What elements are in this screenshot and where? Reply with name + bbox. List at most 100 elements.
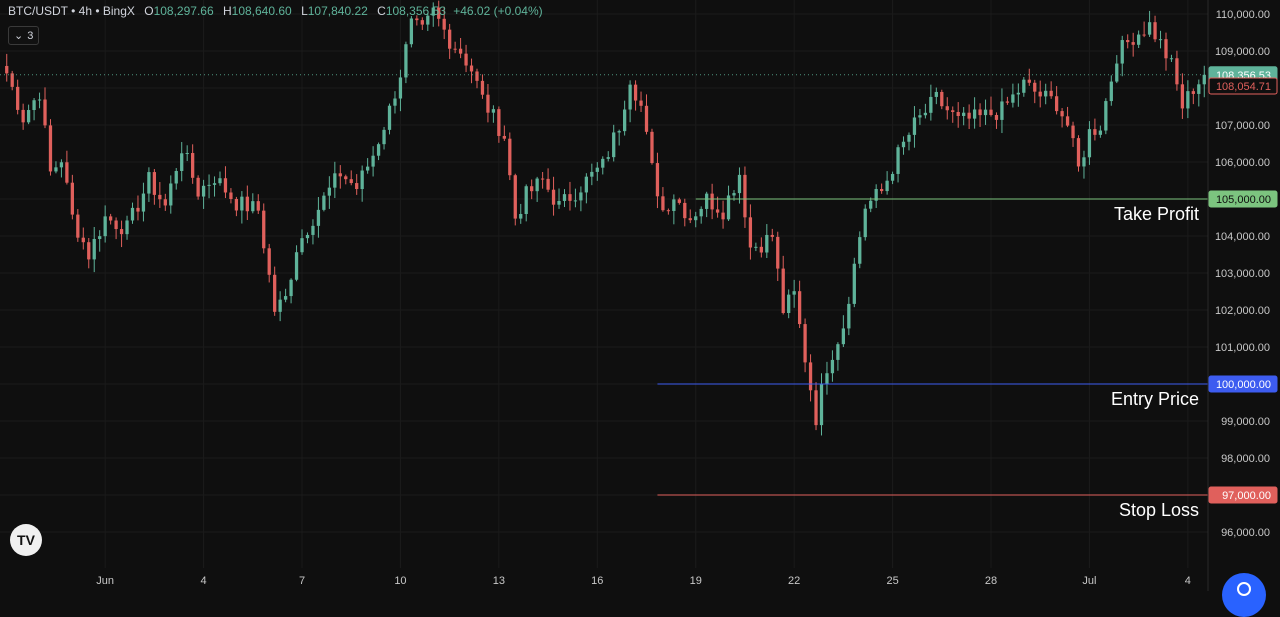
candle-body[interactable] — [10, 73, 14, 87]
candle-body[interactable] — [300, 238, 304, 253]
candle-body[interactable] — [327, 187, 331, 196]
candle-body[interactable] — [316, 209, 321, 226]
candle-body[interactable] — [929, 96, 933, 113]
candle-body[interactable] — [409, 18, 414, 45]
candle-body[interactable] — [1153, 22, 1157, 40]
candle-body[interactable] — [114, 220, 118, 230]
candle-body[interactable] — [191, 153, 195, 178]
candle-body[interactable] — [688, 218, 692, 221]
candle-body[interactable] — [994, 115, 999, 120]
candle-body[interactable] — [863, 208, 867, 238]
candle-body[interactable] — [43, 99, 47, 126]
candle-body[interactable] — [819, 384, 824, 426]
candle-body[interactable] — [185, 153, 189, 155]
candle-body[interactable] — [1027, 79, 1031, 83]
candle-body[interactable] — [1093, 129, 1097, 135]
candle-body[interactable] — [737, 174, 742, 194]
candle-body[interactable] — [869, 200, 873, 209]
candle-body[interactable] — [546, 178, 550, 190]
candle-body[interactable] — [125, 220, 129, 235]
candle-body[interactable] — [87, 242, 91, 260]
candle-body[interactable] — [1147, 22, 1152, 35]
candle-body[interactable] — [590, 171, 594, 177]
candle-body[interactable] — [540, 178, 545, 180]
candle-body[interactable] — [119, 229, 124, 235]
candle-body[interactable] — [1022, 79, 1026, 93]
candle-body[interactable] — [535, 178, 539, 192]
candle-body[interactable] — [48, 125, 53, 172]
candle-body[interactable] — [770, 234, 774, 237]
candle-body[interactable] — [989, 109, 993, 116]
candle-body[interactable] — [294, 252, 299, 280]
candle-body[interactable] — [147, 172, 151, 194]
candle-body[interactable] — [278, 299, 282, 312]
candle-body[interactable] — [524, 186, 528, 214]
candle-body[interactable] — [1049, 90, 1053, 97]
candle-body[interactable] — [1098, 130, 1103, 135]
candle-body[interactable] — [1191, 91, 1195, 94]
candle-body[interactable] — [420, 20, 424, 25]
candle-body[interactable] — [1087, 129, 1092, 158]
candle-body[interactable] — [765, 234, 769, 253]
candle-body[interactable] — [245, 196, 249, 212]
candle-body[interactable] — [497, 109, 501, 136]
candle-body[interactable] — [699, 208, 703, 217]
candle-body[interactable] — [1115, 63, 1119, 82]
candle-body[interactable] — [1158, 39, 1163, 41]
candle-body[interactable] — [464, 53, 468, 66]
candle-body[interactable] — [1131, 42, 1135, 45]
candle-body[interactable] — [759, 246, 763, 253]
candle-body[interactable] — [978, 109, 982, 116]
candle-body[interactable] — [956, 111, 960, 116]
candle-body[interactable] — [76, 214, 80, 238]
candle-body[interactable] — [1180, 84, 1185, 109]
candle-body[interactable] — [983, 109, 988, 116]
candle-body[interactable] — [1120, 40, 1124, 64]
candle-body[interactable] — [1109, 81, 1113, 102]
candle-body[interactable] — [896, 147, 900, 174]
candle-body[interactable] — [951, 110, 955, 112]
candle-body[interactable] — [502, 135, 506, 139]
candle-body[interactable] — [885, 180, 889, 192]
candle-body[interactable] — [628, 84, 632, 110]
candle-body[interactable] — [273, 274, 277, 312]
candle-body[interactable] — [573, 200, 578, 202]
candle-body[interactable] — [874, 189, 878, 201]
candle-body[interactable] — [1016, 92, 1020, 95]
candle-body[interactable] — [940, 91, 944, 107]
tradingview-logo-icon[interactable]: TV — [10, 524, 42, 556]
candle-body[interactable] — [787, 294, 791, 314]
candle-body[interactable] — [934, 91, 938, 97]
candle-body[interactable] — [836, 344, 840, 360]
candle-body[interactable] — [196, 177, 200, 197]
candle-body[interactable] — [136, 207, 140, 212]
candle-body[interactable] — [322, 195, 326, 210]
candle-body[interactable] — [81, 237, 85, 243]
candle-body[interactable] — [32, 100, 36, 111]
candle-body[interactable] — [841, 328, 846, 345]
candle-body[interactable] — [431, 7, 435, 16]
symbol-name[interactable]: BTC/USDT • 4h • BingX — [8, 4, 135, 18]
candle-body[interactable] — [852, 263, 856, 304]
candle-body[interactable] — [387, 105, 392, 130]
candle-body[interactable] — [644, 105, 649, 132]
candle-body[interactable] — [508, 138, 512, 176]
candle-body[interactable] — [1164, 39, 1168, 59]
candle-body[interactable] — [584, 176, 589, 193]
candle-body[interactable] — [486, 94, 490, 113]
candle-body[interactable] — [59, 162, 64, 168]
search-icon[interactable] — [1222, 573, 1266, 617]
candlestick-chart-svg[interactable]: Take Profit Entry Price Stop Loss 110,000.0… — [0, 0, 1280, 591]
candle-body[interactable] — [694, 216, 698, 221]
candle-body[interactable] — [1033, 82, 1037, 92]
candle-body[interactable] — [469, 65, 474, 72]
candle-body[interactable] — [437, 7, 441, 19]
candle-body[interactable] — [152, 172, 157, 195]
candle-body[interactable] — [1126, 40, 1130, 43]
candle-body[interactable] — [26, 110, 31, 123]
candle-body[interactable] — [453, 48, 457, 50]
candle-body[interactable] — [1104, 101, 1108, 131]
candle-body[interactable] — [551, 189, 556, 205]
candle-body[interactable] — [426, 15, 430, 25]
candle-body[interactable] — [847, 303, 851, 329]
